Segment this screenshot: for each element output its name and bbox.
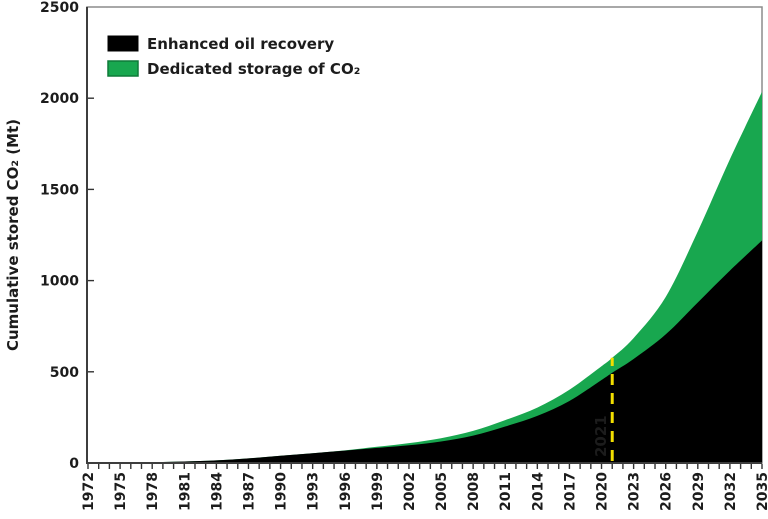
area-enhanced-oil-recovery <box>88 240 762 463</box>
x-tick-label: 2035 <box>755 472 768 511</box>
x-tick-label: 1987 <box>241 472 257 511</box>
x-tick-label: 1981 <box>177 472 193 511</box>
x-tick-label: 2008 <box>466 472 482 511</box>
x-tick-label: 2020 <box>595 472 611 511</box>
x-tick-label: 2002 <box>402 472 418 511</box>
legend-label-eor: Enhanced oil recovery <box>147 35 334 53</box>
legend-swatch-eor-icon <box>107 35 139 52</box>
y-tick-label: 0 <box>69 456 79 472</box>
x-tick-label: 1996 <box>338 472 354 511</box>
y-tick-label: 1500 <box>40 182 79 198</box>
y-axis-title: Cumulative stored CO₂ (Mt) <box>4 119 22 351</box>
legend-swatch-dedicated-icon <box>107 60 139 77</box>
y-tick-label: 2500 <box>40 0 79 16</box>
y-tick-label: 2000 <box>40 91 79 107</box>
x-tick-label: 2029 <box>691 472 707 511</box>
legend: Enhanced oil recovery Dedicated storage … <box>107 35 360 78</box>
x-tick-label: 1975 <box>113 472 129 511</box>
x-tick-label: 1972 <box>81 472 97 511</box>
y-tick-label: 1000 <box>40 274 79 290</box>
x-tick-label: 1978 <box>145 472 161 511</box>
x-tick-label: 1999 <box>370 472 386 511</box>
x-tick-label: 2005 <box>434 472 450 511</box>
x-tick-label: 2023 <box>627 472 643 511</box>
legend-label-dedicated: Dedicated storage of CO₂ <box>147 60 360 78</box>
x-tick-label: 2011 <box>498 472 514 511</box>
x-tick-label: 2017 <box>562 472 578 511</box>
x-tick-label: 1990 <box>274 472 290 511</box>
x-tick-label: 1993 <box>306 472 322 511</box>
y-tick-label: 500 <box>50 365 79 381</box>
x-tick-label: 2032 <box>723 472 739 511</box>
x-tick-label: 1984 <box>209 472 225 511</box>
x-tick-label: 2026 <box>659 472 675 511</box>
annotation-label-2021: 2021 <box>592 415 610 457</box>
x-tick-label: 2014 <box>530 472 546 511</box>
